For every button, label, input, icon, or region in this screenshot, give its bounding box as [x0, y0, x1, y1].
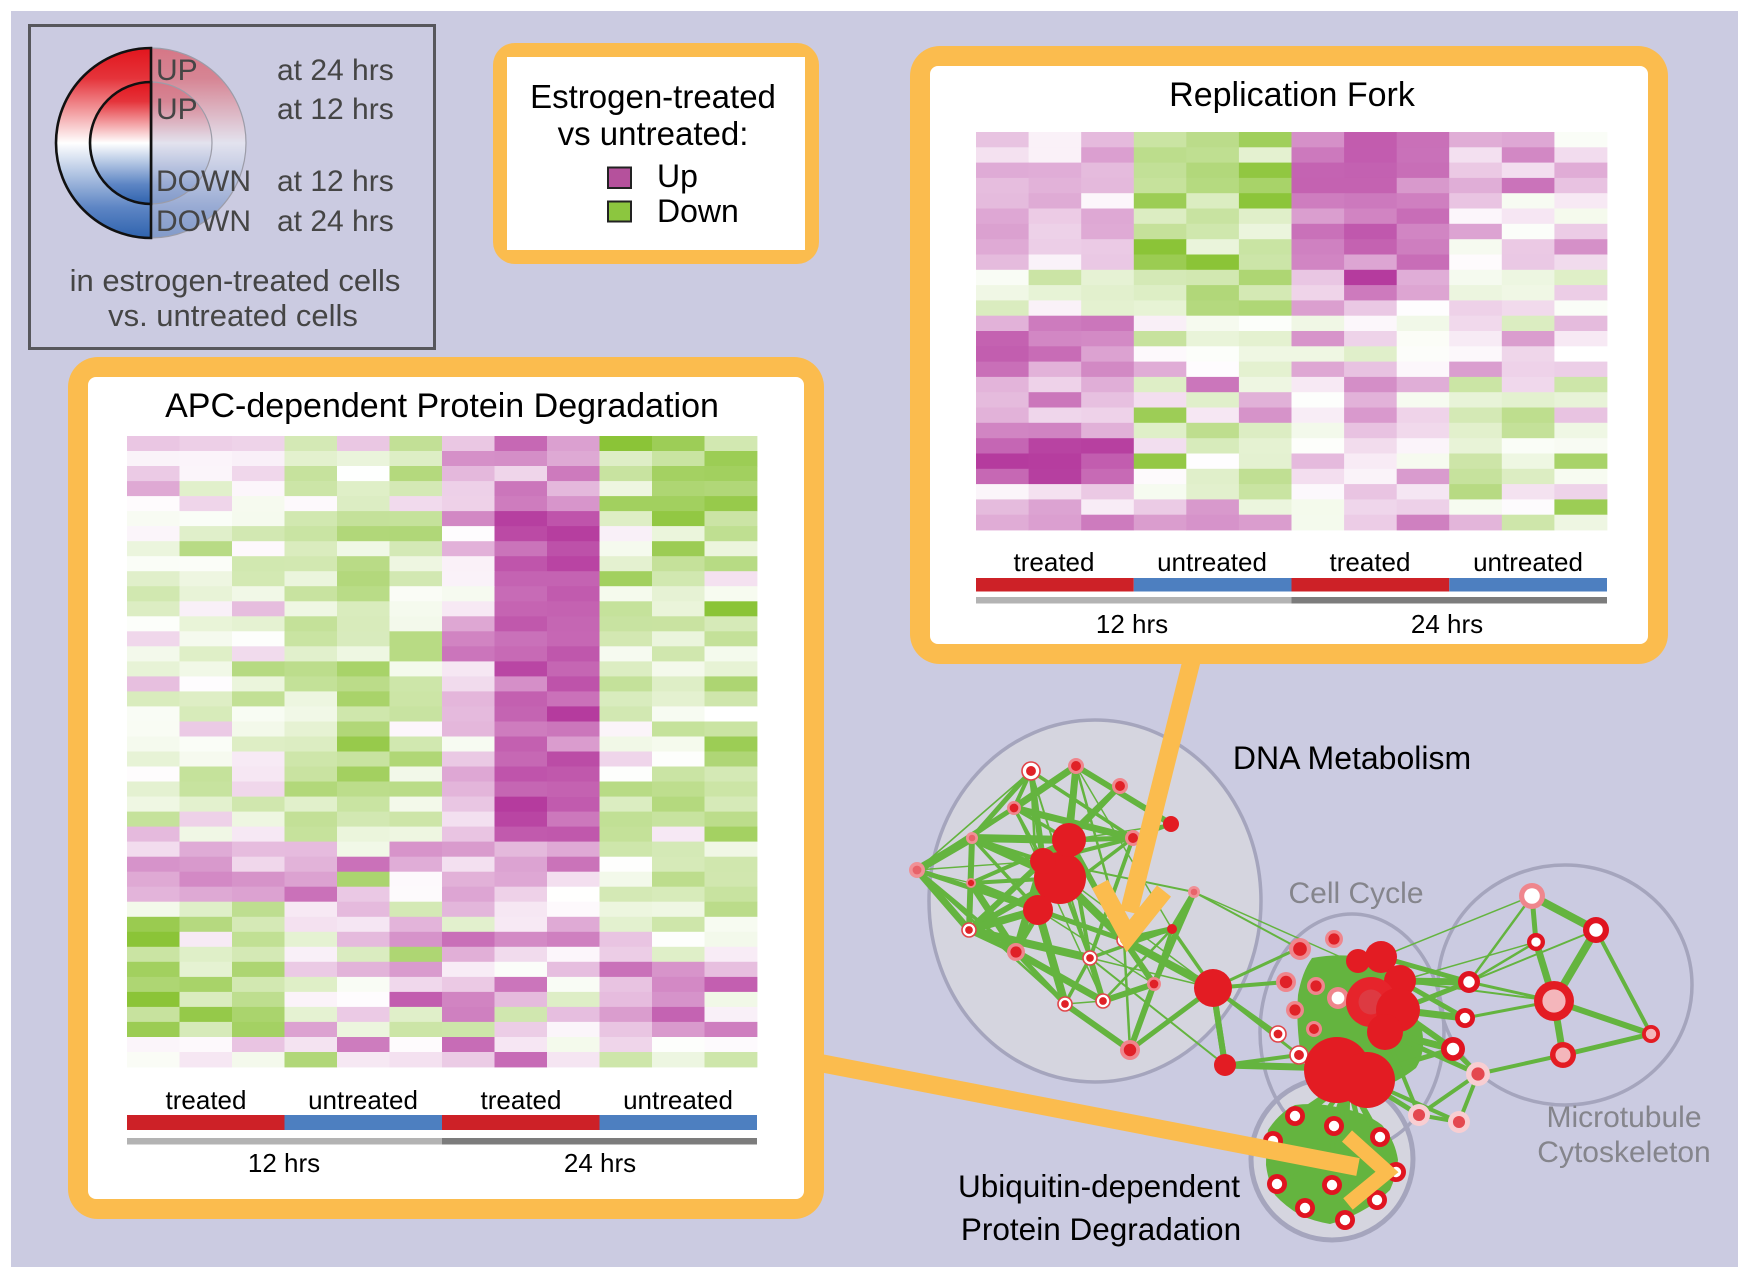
- svg-text:24 hrs: 24 hrs: [1411, 609, 1483, 639]
- svg-text:Estrogen-treated: Estrogen-treated: [530, 78, 776, 115]
- svg-text:treated: treated: [1014, 547, 1095, 577]
- svg-text:vs untreated:: vs untreated:: [558, 115, 749, 152]
- svg-text:treated: treated: [166, 1085, 247, 1115]
- svg-text:APC-dependent Protein Degradat: APC-dependent Protein Degradation: [165, 387, 719, 425]
- svg-text:Up: Up: [657, 158, 698, 194]
- svg-text:Microtubule: Microtubule: [1546, 1101, 1701, 1134]
- svg-text:DNA Metabolism: DNA Metabolism: [1233, 740, 1471, 776]
- svg-text:untreated: untreated: [308, 1085, 418, 1115]
- svg-text:DOWN: DOWN: [156, 205, 251, 238]
- svg-text:Ubiquitin-dependent: Ubiquitin-dependent: [958, 1168, 1240, 1204]
- svg-text:Cytoskeleton: Cytoskeleton: [1537, 1136, 1710, 1169]
- svg-text:untreated: untreated: [623, 1085, 733, 1115]
- svg-text:untreated: untreated: [1473, 547, 1583, 577]
- svg-text:at 12 hrs: at 12 hrs: [277, 165, 394, 198]
- svg-text:vs. untreated cells: vs. untreated cells: [108, 298, 358, 333]
- svg-text:untreated: untreated: [1157, 547, 1267, 577]
- svg-text:Replication Fork: Replication Fork: [1169, 76, 1416, 114]
- svg-text:UP: UP: [156, 93, 198, 126]
- svg-text:Cell Cycle: Cell Cycle: [1288, 877, 1423, 910]
- svg-text:in estrogen-treated cells: in estrogen-treated cells: [70, 263, 401, 298]
- svg-text:treated: treated: [1330, 547, 1411, 577]
- svg-text:at 24 hrs: at 24 hrs: [277, 205, 394, 238]
- svg-text:at 12 hrs: at 12 hrs: [277, 93, 394, 126]
- svg-text:12 hrs: 12 hrs: [1096, 609, 1168, 639]
- svg-text:at 24 hrs: at 24 hrs: [277, 54, 394, 87]
- svg-text:24 hrs: 24 hrs: [564, 1148, 636, 1178]
- svg-text:Protein Degradation: Protein Degradation: [961, 1211, 1241, 1247]
- svg-text:12 hrs: 12 hrs: [248, 1148, 320, 1178]
- svg-text:Down: Down: [657, 193, 739, 229]
- svg-text:DOWN: DOWN: [156, 165, 251, 198]
- svg-text:treated: treated: [481, 1085, 562, 1115]
- svg-text:UP: UP: [156, 54, 198, 87]
